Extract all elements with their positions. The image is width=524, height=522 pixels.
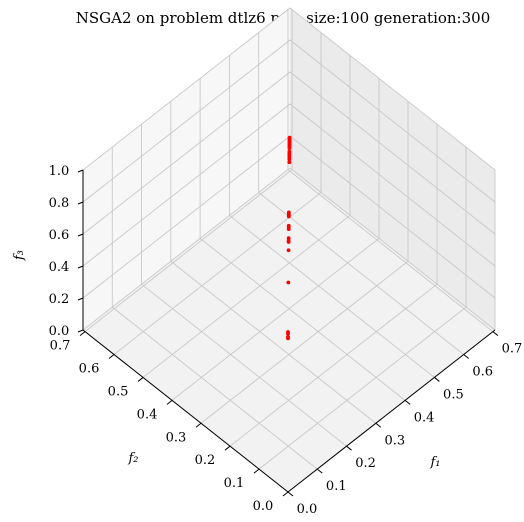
grid-line	[82, 71, 496, 235]
data-point	[286, 336, 290, 341]
y-tick-mark	[195, 422, 202, 428]
y-tick-label: 0.0	[253, 499, 274, 514]
z-tick-label: 0.4	[49, 260, 70, 275]
grid-line	[113, 192, 322, 355]
z-tick-mark	[77, 201, 84, 205]
x-tick-mark	[404, 399, 411, 405]
data-point	[286, 331, 290, 336]
x-tick-mark	[287, 491, 294, 497]
data-point	[286, 248, 291, 253]
y-tick-label: 0.4	[137, 407, 158, 422]
y-tick-mark	[108, 354, 115, 359]
grid-line	[111, 306, 318, 470]
x-tick-mark	[375, 422, 382, 428]
x-tick-label: 0.6	[472, 365, 493, 380]
grid-line	[84, 169, 293, 332]
back-right-pane	[290, 8, 495, 330]
grid-line	[258, 192, 464, 355]
x-tick-mark	[492, 331, 499, 336]
data-point	[286, 210, 291, 215]
data-point	[287, 160, 292, 165]
grid-line	[171, 237, 380, 401]
x-tick-label: 0.4	[414, 410, 435, 425]
x-tick-label: 0.5	[443, 387, 464, 402]
z-tick-mark	[77, 329, 84, 333]
y-tick-label: 0.6	[79, 362, 100, 377]
grid-line	[229, 215, 435, 378]
grid-line	[258, 306, 467, 470]
y-tick-label: 0.2	[195, 453, 216, 468]
z-axis-label: f₃	[12, 250, 27, 261]
y-tick-label: 0.5	[108, 384, 129, 399]
y-tick-mark	[166, 399, 173, 405]
chart-tick-labels: 0.00.10.20.30.40.50.60.70.00.10.20.30.40…	[49, 164, 523, 517]
y-tick-mark	[137, 377, 144, 382]
y-tick-mark	[224, 445, 231, 451]
data-point	[287, 135, 292, 140]
z-tick-label: 0.8	[49, 196, 70, 211]
grid-line	[170, 260, 377, 424]
z-tick-label: 0.6	[49, 228, 70, 243]
grid-line	[142, 215, 351, 378]
x-tick-mark	[434, 377, 440, 382]
y-axis-label: f₂	[127, 451, 138, 466]
grid-line	[229, 283, 438, 447]
y-tick-label: 0.7	[50, 339, 71, 354]
grid-line	[287, 169, 494, 332]
x-tick-label: 0.1	[326, 479, 347, 494]
z-tick-label: 0.2	[49, 292, 70, 307]
x-axis-line	[287, 329, 496, 493]
z-tick-mark	[77, 169, 84, 173]
x-tick-label: 0.0	[297, 502, 318, 517]
y-tick-mark	[79, 331, 86, 336]
y-tick-mark	[282, 491, 289, 497]
grid-line	[82, 39, 496, 203]
data-point	[286, 223, 291, 228]
data-point	[286, 236, 291, 241]
chart-points	[286, 135, 292, 341]
z-tick-mark	[77, 233, 84, 237]
x-tick-label: 0.3	[384, 433, 405, 448]
y-tick-mark	[253, 468, 260, 474]
grid-line	[82, 7, 496, 171]
z-tick-label: 0.0	[49, 324, 70, 339]
grid-line	[82, 167, 496, 331]
data-point	[287, 149, 292, 154]
x-tick-mark	[463, 354, 469, 359]
z-tick-mark	[77, 265, 84, 269]
x-tick-label: 0.7	[502, 342, 523, 357]
y-axis-line	[82, 329, 289, 493]
grid-line	[199, 237, 406, 401]
z-tick-label: 1.0	[49, 164, 70, 179]
back-left-pane	[83, 8, 290, 330]
data-point	[286, 280, 291, 285]
grid-line	[200, 260, 409, 424]
grid-line	[82, 103, 496, 267]
y-tick-label: 0.1	[224, 476, 245, 491]
y-tick-label: 0.3	[166, 430, 187, 445]
z-tick-mark	[77, 297, 84, 301]
chart-axes	[77, 169, 499, 497]
x-axis-label: f₁	[429, 455, 440, 470]
x-tick-label: 0.2	[355, 456, 376, 471]
grid-line	[141, 283, 347, 447]
x-tick-mark	[346, 445, 352, 451]
x-tick-mark	[316, 468, 323, 474]
